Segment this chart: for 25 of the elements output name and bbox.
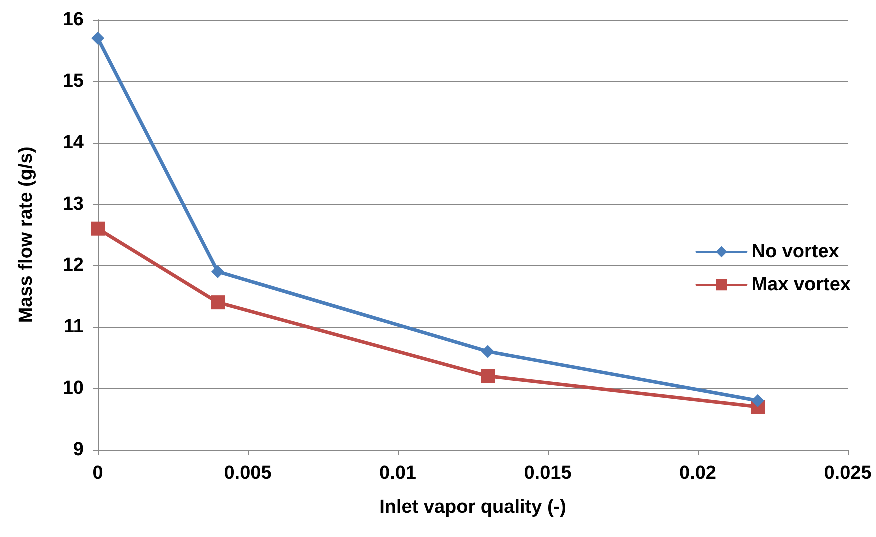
x-axis-title: Inlet vapor quality (-)	[380, 497, 566, 518]
y-tick-label: 16	[62, 10, 84, 30]
y-tick-label: 14	[62, 132, 84, 154]
point	[91, 222, 105, 236]
legend-label: Max vortex	[752, 274, 852, 296]
y-tick-label: 13	[62, 194, 84, 215]
y-axis-title: Mass flow rate (g/s)	[16, 146, 37, 324]
legend-label: No vortex	[752, 242, 840, 262]
x-tick-label: 0.01	[380, 463, 417, 484]
x-tick-label: 0.015	[524, 463, 572, 484]
y-tick-label: 15	[62, 70, 84, 92]
point	[482, 345, 494, 358]
y-tick-label: 9	[73, 440, 84, 460]
point	[212, 265, 224, 278]
x-tick-label: 0.02	[680, 463, 716, 484]
x-tick-label: 0.005	[224, 463, 272, 484]
y-tick-label: 12	[62, 255, 84, 276]
point	[92, 32, 104, 45]
x-tick-label: 0.025	[824, 463, 872, 484]
point	[211, 296, 225, 310]
y-tick-label: 10	[62, 378, 84, 400]
x-tick-label: 0	[92, 463, 104, 484]
point	[481, 369, 495, 384]
point	[752, 394, 764, 408]
y-tick-label: 11	[64, 316, 84, 338]
